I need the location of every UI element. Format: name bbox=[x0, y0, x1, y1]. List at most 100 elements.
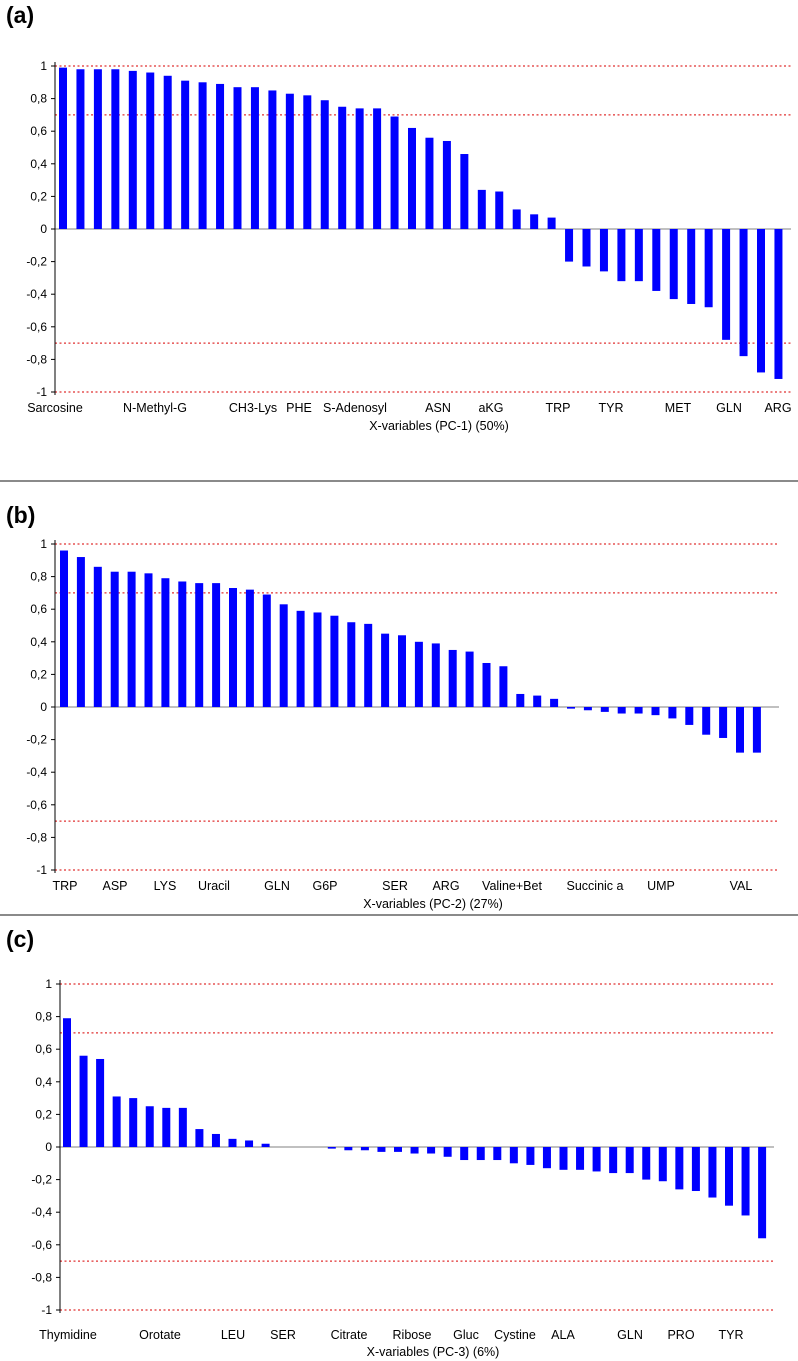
chart-a-bar bbox=[512, 209, 521, 229]
chart-c-bar bbox=[625, 1147, 634, 1174]
chart-b-bar bbox=[634, 707, 643, 714]
chart-b-category-label: ASP bbox=[102, 879, 127, 893]
chart-a-x-axis-label: X-variables (PC-1) (50%) bbox=[369, 419, 509, 433]
chart-c-category-label: SER bbox=[270, 1328, 296, 1342]
chart-b-bar bbox=[245, 589, 254, 707]
chart-b-bar bbox=[279, 604, 288, 707]
chart-a-bar bbox=[233, 87, 242, 229]
chart-c-bar bbox=[394, 1147, 402, 1152]
chart-a-bar bbox=[599, 229, 608, 272]
chart-b-bar bbox=[600, 707, 609, 712]
chart-a-category-label: PHE bbox=[286, 401, 312, 415]
chart-a-bar bbox=[757, 229, 765, 373]
chart-c-category-label: Cystine bbox=[494, 1328, 536, 1342]
chart-b-bar bbox=[431, 643, 440, 707]
chart-b-bar bbox=[347, 622, 356, 707]
chart-b-bar bbox=[313, 612, 322, 707]
chart-b-category-label: Succinic a bbox=[567, 879, 624, 893]
chart-c-bar bbox=[460, 1147, 469, 1161]
chart-b-y-tick-label: 0,4 bbox=[30, 635, 47, 649]
chart-a-category-label: S-Adenosyl bbox=[323, 401, 387, 415]
panel-c: (c) 1 0,8 0,6 0,4 0,2 0 -0,2 -0,4 -0,6 -0,8 -1 Thym… bbox=[0, 918, 798, 1361]
panel-divider-1 bbox=[0, 480, 798, 482]
chart-b-bar bbox=[60, 550, 68, 707]
chart-b-category-label: GLN bbox=[264, 879, 290, 893]
chart-a-bar bbox=[268, 90, 277, 229]
chart-a-bar bbox=[198, 82, 207, 229]
chart-c: 1 0,8 0,6 0,4 0,2 0 -0,2 -0,4 -0,6 -0,8 -1 Thymidin… bbox=[31, 977, 774, 1359]
chart-b-y-tick-label: 1 bbox=[40, 537, 47, 551]
chart-b-bar bbox=[533, 695, 542, 707]
chart-c-bar bbox=[344, 1147, 353, 1151]
chart-a-y-tick-label: -0,8 bbox=[26, 352, 47, 366]
chart-c-bar bbox=[162, 1107, 171, 1147]
chart-b-bar bbox=[296, 610, 305, 707]
chart-c-category-label: GLN bbox=[617, 1328, 643, 1342]
chart-a-bar bbox=[739, 229, 748, 357]
chart-a-category-label: TYR bbox=[599, 401, 624, 415]
chart-a-category-label: MET bbox=[665, 401, 692, 415]
chart-c-bar bbox=[642, 1147, 651, 1180]
chart-b-bar bbox=[719, 707, 728, 738]
chart-a-bar bbox=[355, 108, 364, 229]
chart-a-bar bbox=[128, 70, 137, 229]
chart-c-bar bbox=[725, 1147, 733, 1206]
chart-a-bar bbox=[617, 229, 626, 282]
chart-c-bar bbox=[443, 1147, 452, 1157]
chart-c-bar bbox=[96, 1058, 105, 1147]
chart-c-bar bbox=[245, 1140, 254, 1147]
chart-a-bar bbox=[704, 229, 713, 308]
chart-a-bar bbox=[320, 100, 329, 229]
chart-a-category-label: aKG bbox=[478, 401, 503, 415]
chart-c-y-tick-label: 0,6 bbox=[35, 1042, 52, 1056]
chart-c-bar bbox=[758, 1147, 767, 1239]
chart-c-y-tick-label: 1 bbox=[45, 977, 52, 991]
chart-a-bar bbox=[687, 229, 696, 304]
chart-a-y-tick-label: 1 bbox=[40, 59, 47, 73]
chart-a-category-label: ASN bbox=[425, 401, 451, 415]
chart-c-bar bbox=[476, 1147, 485, 1161]
panel-b: (b) 1 0,8 0,6 0,4 0,2 0 -0,2 -0,4 -0,6 -0,8 -1 TRP A… bbox=[0, 492, 798, 911]
chart-c-bar bbox=[360, 1147, 369, 1151]
chart-b-bar bbox=[262, 594, 271, 707]
chart-a-bar bbox=[76, 69, 85, 229]
chart-c-bar bbox=[675, 1147, 684, 1190]
chart-b-bar bbox=[752, 707, 761, 753]
chart-b-bar bbox=[127, 571, 136, 707]
chart-c-bar bbox=[145, 1106, 154, 1147]
chart-c-bar bbox=[427, 1147, 436, 1154]
chart-a-y-tick-label: 0,2 bbox=[30, 189, 47, 203]
chart-c-bar bbox=[211, 1133, 220, 1147]
chart-b-y-tick-label: -0,8 bbox=[26, 830, 47, 844]
chart-b-bar bbox=[448, 649, 457, 707]
chart-b-bar bbox=[668, 707, 677, 719]
chart-b-category-label: Valine+Bet bbox=[482, 879, 542, 893]
chart-a-bar bbox=[425, 137, 434, 229]
chart-b-category-label: LYS bbox=[154, 879, 177, 893]
chart-a-category-label: CH3-Lys bbox=[229, 401, 277, 415]
chart-a-bar bbox=[111, 69, 120, 229]
panel-a: (a) 1 0,8 0,6 0,4 0,2 0 -0,2 -0,4 -0,6 -0,8 -1 Sarc… bbox=[0, 0, 798, 478]
chart-c-bar bbox=[658, 1147, 667, 1182]
chart-b-bar bbox=[651, 707, 660, 716]
chart-b-y-tick-label: 0 bbox=[40, 700, 47, 714]
chart-c-bar bbox=[327, 1147, 336, 1149]
chart-b-bar bbox=[685, 707, 694, 725]
chart-c-category-label: Thymidine bbox=[39, 1328, 97, 1342]
chart-b-y-tick-label: -1 bbox=[36, 863, 47, 877]
chart-b-y-tick-label: 0,8 bbox=[30, 570, 47, 584]
chart-b-y-tick-label: 0,2 bbox=[30, 667, 47, 681]
chart-b-category-label: TRP bbox=[53, 879, 78, 893]
chart-a-bar bbox=[408, 127, 416, 229]
chart-a-bar bbox=[582, 229, 591, 267]
chart-a-bar bbox=[460, 154, 469, 229]
chart-c-y-tick-label: -0,6 bbox=[31, 1238, 52, 1252]
chart-b-bar bbox=[583, 707, 592, 711]
chart-a-bar bbox=[652, 229, 661, 291]
chart-a-bar bbox=[530, 214, 539, 229]
chart-c-x-axis-label: X-variables (PC-3) (6%) bbox=[367, 1345, 500, 1359]
chart-c-bar bbox=[178, 1107, 187, 1147]
chart-b-bar bbox=[76, 557, 85, 707]
chart-c-bar bbox=[410, 1147, 419, 1154]
chart-b-category-label: VAL bbox=[730, 879, 753, 893]
